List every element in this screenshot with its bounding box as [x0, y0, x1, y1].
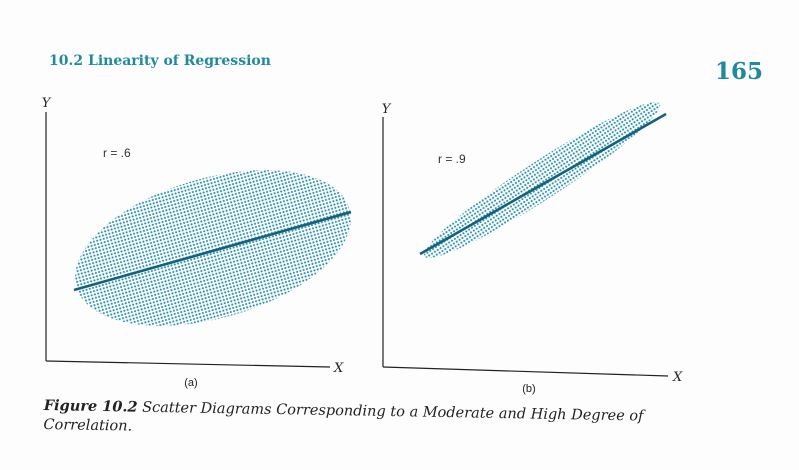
scatter-cloud-b — [424, 102, 660, 258]
scatter-cloud-a — [75, 170, 351, 326]
scatter-panel-b: Y X r = .9 (b) — [382, 102, 683, 395]
regression-line-a — [73, 210, 352, 292]
regression-line-b — [419, 112, 667, 256]
x-axis-a — [45, 360, 331, 368]
x-axis-label-a: X — [333, 361, 344, 376]
page-number: 165 — [714, 58, 763, 85]
x-axis-label-b: X — [672, 370, 683, 385]
scatter-panel-a: Y X r = .6 (a) — [42, 96, 352, 389]
figure-caption-label: Figure 10.2 — [43, 396, 138, 416]
x-axis-b — [382, 366, 669, 377]
correlation-label-b: r = .9 — [438, 152, 466, 166]
running-head: 10.2 Linearity of Regression — [49, 53, 271, 69]
correlation-label-a: r = .6 — [103, 146, 131, 160]
y-axis-label-b: Y — [382, 102, 392, 117]
y-axis-label-a: Y — [42, 96, 52, 111]
panel-label-a: (a) — [184, 377, 197, 389]
panel-label-b: (b) — [522, 383, 535, 395]
